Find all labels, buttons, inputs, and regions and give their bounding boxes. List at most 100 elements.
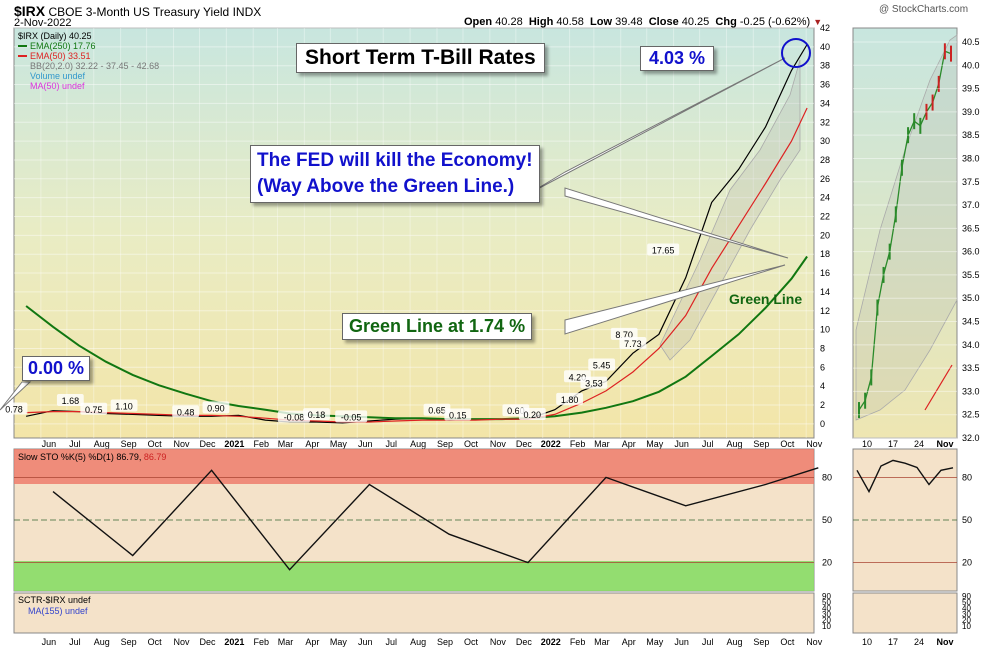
legend-bb: BB(20,2.0) 32.22 - 37.45 - 42.68 xyxy=(30,61,159,71)
price-y-tick: 2 xyxy=(820,400,825,410)
data-label-bg xyxy=(80,402,108,415)
stoch-legend-text: Slow STO %K(5) %D(1) 86.79, xyxy=(18,452,141,462)
data-label: 0.78 xyxy=(5,405,23,415)
stoch-y-tick: 80 xyxy=(822,472,832,482)
data-label-bg xyxy=(56,394,84,407)
bottom-x-tick: Nov xyxy=(173,637,190,647)
bottom-x-tick: Sep xyxy=(753,637,769,647)
price-x-tick: Aug xyxy=(726,439,742,449)
sctr-y-tick: 30 xyxy=(822,610,831,619)
price-x-tick: Nov xyxy=(173,439,190,449)
price-x-axis: Jun Jul Aug Sep Oct Nov Dec 2021 Feb Mar Apr May Jun… xyxy=(42,439,823,449)
symbol-name: CBOE 3-Month US Treasury Yield xyxy=(48,5,230,19)
zoom-y-tick: 35.0 xyxy=(962,293,980,303)
bottom-x-tick: Aug xyxy=(726,637,742,647)
zoom-y-tick: 39.5 xyxy=(962,84,980,94)
data-label-bg xyxy=(647,243,680,256)
price-x-tick: Apr xyxy=(622,439,636,449)
bottom-x-tick: Aug xyxy=(94,637,110,647)
green-line-label: Green Line xyxy=(729,291,803,307)
zoom-x-axis: 10 10 17 17 24 24 Nov Nov xyxy=(862,439,954,647)
data-label: 0.18 xyxy=(308,410,326,420)
zoom-y-tick: 38.5 xyxy=(962,130,980,140)
legend-ema50: EMA(50) 33.51 xyxy=(30,51,91,61)
fed-callout: The FED will kill the Economy! (Way Abov… xyxy=(250,145,540,203)
legend-ema250: EMA(250) 17.76 xyxy=(30,41,96,51)
price-y-tick: 28 xyxy=(820,155,830,165)
bottom-x-tick: Jun xyxy=(42,637,57,647)
bottom-x-tick: May xyxy=(646,637,664,647)
price-x-tick: Apr xyxy=(305,439,319,449)
zoom-y-tick: 39.0 xyxy=(962,107,980,117)
zoom-sctr-y-tick: 20 xyxy=(962,616,971,625)
price-x-tick: Nov xyxy=(490,439,507,449)
price-data-labels: 0.78 1.68 0.75 1.10 0.48 0.90 -0.08 0.18 -0.05 0.… xyxy=(0,243,680,423)
current-rate-pointer xyxy=(529,57,786,194)
series-ema-50- xyxy=(26,107,808,423)
bottom-x-tick: Jun xyxy=(358,637,373,647)
data-label-bg xyxy=(423,403,451,416)
zoom-y-tick: 34.5 xyxy=(962,317,980,327)
zoom-bottom-x-tick: 10 xyxy=(862,637,872,647)
watermark: @ StockCharts.com xyxy=(879,4,969,15)
price-x-tick: Oct xyxy=(780,439,795,449)
zoom-y-tick: 36.5 xyxy=(962,223,980,233)
sctr-y-tick: 20 xyxy=(822,616,831,625)
zero-pointer xyxy=(0,381,32,411)
data-label-bg xyxy=(202,401,230,414)
change-value: -0.25 (-0.62%) xyxy=(739,16,811,28)
bottom-x-tick: Apr xyxy=(305,637,319,647)
data-label-bg xyxy=(110,399,138,412)
data-label-bg xyxy=(610,327,638,340)
data-label-bg xyxy=(518,407,546,420)
down-arrow-icon: ▼ xyxy=(813,17,823,27)
bottom-x-tick: Mar xyxy=(278,637,294,647)
zoom-stoch-y-tick: 20 xyxy=(962,558,972,568)
bottom-x-tick: Nov xyxy=(490,637,507,647)
data-label: 3.53 xyxy=(585,379,603,389)
zoom-y-tick: 35.5 xyxy=(962,270,980,280)
bottom-x-tick: Nov xyxy=(806,637,823,647)
price-y-tick: 42 xyxy=(820,23,830,33)
bottom-x-tick: Aug xyxy=(410,637,426,647)
bottom-x-axis: Jun Jul Aug Sep Oct Nov Dec 2021 Feb Mar Apr May Jun… xyxy=(42,637,823,647)
price-x-tick: Oct xyxy=(464,439,479,449)
data-label-bg xyxy=(335,410,368,423)
price-y-tick: 12 xyxy=(820,306,830,316)
price-x-tick: Jun xyxy=(358,439,373,449)
data-label-bg xyxy=(588,358,616,371)
sctr-legend: SCTR-$IRX undef MA(155) undef xyxy=(18,595,91,616)
price-panel xyxy=(13,27,815,439)
bottom-x-tick: Oct xyxy=(148,637,163,647)
data-label: 0.90 xyxy=(207,403,225,413)
zoom-bottom-x-tick: 24 xyxy=(914,637,924,647)
price-x-tick: 2022 xyxy=(541,439,561,449)
bottom-x-tick: Jul xyxy=(702,637,714,647)
green-line-callout: Green Line at 1.74 % xyxy=(342,313,533,340)
stoch-y-tick: 50 xyxy=(822,515,832,525)
price-y-tick: 22 xyxy=(820,212,830,222)
price-y-tick: 18 xyxy=(820,249,830,259)
current-rate-circle xyxy=(781,38,811,68)
data-label: 0.15 xyxy=(449,410,467,420)
zoom-x-tick: 10 xyxy=(862,439,872,449)
zoom-y-tick: 40.0 xyxy=(962,60,980,70)
data-label-bg xyxy=(444,408,472,421)
zoom-y-tick: 40.5 xyxy=(962,37,980,47)
ohlc-readout: Open 40.28 High 40.58 Low 39.48 Close 40… xyxy=(464,16,823,28)
zoom-y-tick: 37.0 xyxy=(962,200,980,210)
price-x-tick: May xyxy=(646,439,664,449)
bottom-x-tick: Mar xyxy=(594,637,610,647)
zoom-y-tick: 36.0 xyxy=(962,247,980,257)
stoch-overbought-zone xyxy=(14,449,814,484)
stoch-oversold-zone xyxy=(14,561,814,591)
data-label: 0.75 xyxy=(85,405,103,415)
zoom-sctr-y-tick: 90 xyxy=(962,592,971,601)
price-y-tick: 16 xyxy=(820,268,830,278)
price-y-tick: 36 xyxy=(820,80,830,90)
price-x-tick: Nov xyxy=(806,439,823,449)
current-rate-callout: 4.03 % xyxy=(640,46,715,71)
bottom-x-tick: 2022 xyxy=(541,637,561,647)
